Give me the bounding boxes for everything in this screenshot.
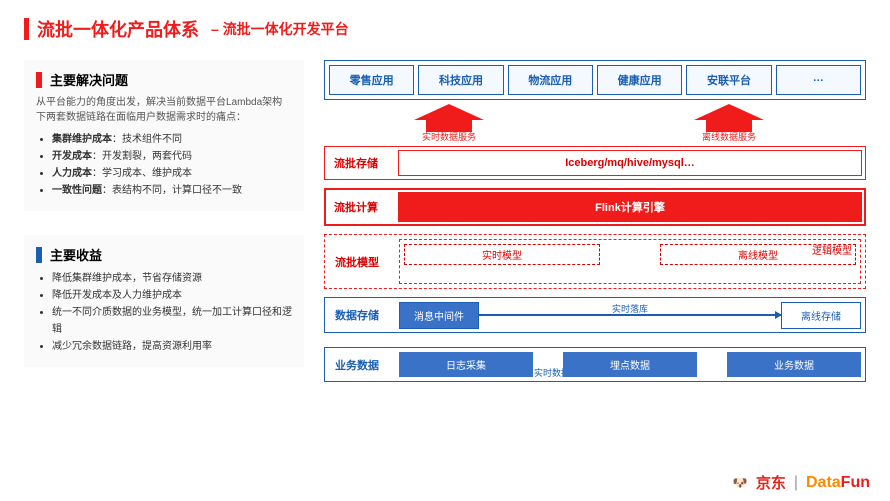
- layer-data-label: 数据存储: [329, 302, 399, 328]
- benefit-list: 降低集群维护成本，节省存储资源 降低开发成本及人力维护成本 统一不同介质数据的业…: [36, 270, 292, 355]
- layer-calc: 流批计算 Flink计算引擎: [324, 188, 866, 226]
- problem-list: 集群维护成本：技术组件不同 开发成本：开发割裂，两套代码 人力成本：学习成本、维…: [36, 131, 292, 199]
- service-arrows: 实时数据服务 离线数据服务: [324, 100, 866, 146]
- problem-accent: [36, 72, 42, 88]
- app-box: 零售应用: [329, 65, 414, 95]
- benefit-item: 降低集群维护成本，节省存储资源: [52, 270, 292, 287]
- realtime-sink-arrow-icon: [479, 314, 781, 316]
- layer-model-label: 流批模型: [329, 239, 399, 284]
- layer-biz-label: 业务数据: [329, 352, 399, 377]
- benefit-title: 主要收益: [50, 245, 102, 264]
- jd-logo-text: 京东: [756, 472, 786, 493]
- layer-model: 流批模型 逻辑模型 实时模型 离线模型: [324, 234, 866, 289]
- app-box: …: [776, 65, 861, 95]
- problem-item: 开发成本：开发割裂，两套代码: [52, 148, 292, 165]
- page-title-row: 流批一体化产品体系 – 流批一体化开发平台: [24, 16, 866, 42]
- biz-box: 埋点数据: [563, 352, 697, 377]
- app-box: 安联平台: [686, 65, 771, 95]
- problem-item: 一致性问题：表结构不同，计算口径不一致: [52, 182, 292, 199]
- benefit-item: 降低开发成本及人力维护成本: [52, 287, 292, 304]
- title-sub-text: 流批一体化开发平台: [223, 21, 349, 37]
- logic-model-label: 逻辑模型: [812, 242, 852, 257]
- layer-biz: 业务数据 日志采集 埋点数据 业务数据: [324, 347, 866, 382]
- offline-arrow-label: 离线数据服务: [702, 130, 756, 143]
- app-layer: 零售应用 科技应用 物流应用 健康应用 安联平台 …: [324, 60, 866, 100]
- app-box: 科技应用: [418, 65, 503, 95]
- problem-item: 人力成本：学习成本、维护成本: [52, 165, 292, 182]
- problem-item: 集群维护成本：技术组件不同: [52, 131, 292, 148]
- biz-box: 业务数据: [727, 352, 861, 377]
- title-sub: – 流批一体化开发平台: [211, 19, 349, 39]
- realtime-arrow-icon: [414, 104, 484, 132]
- title-main: 流批一体化产品体系: [37, 16, 199, 42]
- benefit-item: 统一不同介质数据的业务模型，统一加工计算口径和逻辑: [52, 304, 292, 338]
- layer-store: 流批存储 Iceberg/mq/hive/mysql…: [324, 146, 866, 180]
- app-box: 健康应用: [597, 65, 682, 95]
- benefit-item: 减少冗余数据链路，提高资源利用率: [52, 338, 292, 355]
- layer-store-label: 流批存储: [328, 150, 398, 176]
- architecture-diagram: 零售应用 科技应用 物流应用 健康应用 安联平台 … 实时数据服务 离线数据服务…: [324, 60, 866, 390]
- store-content: Iceberg/mq/hive/mysql…: [398, 150, 862, 176]
- app-box: 物流应用: [508, 65, 593, 95]
- offline-arrow-icon: [694, 104, 764, 132]
- benefit-accent: [36, 247, 42, 263]
- title-sep: –: [211, 21, 223, 37]
- problem-title: 主要解决问题: [50, 70, 128, 89]
- biz-box: 日志采集: [399, 352, 533, 377]
- layer-calc-label: 流批计算: [328, 192, 398, 222]
- realtime-arrow-label: 实时数据服务: [422, 130, 476, 143]
- layer-data: 数据存储 消息中间件 实时落库 离线存储: [324, 297, 866, 333]
- benefit-card: 主要收益 降低集群维护成本，节省存储资源 降低开发成本及人力维护成本 统一不同介…: [24, 235, 304, 367]
- problem-desc: 从平台能力的角度出发，解决当前数据平台Lambda架构下两套数据链路在面临用户数…: [36, 95, 292, 125]
- left-column: 主要解决问题 从平台能力的角度出发，解决当前数据平台Lambda架构下两套数据链…: [24, 60, 304, 390]
- realtime-model-box: 实时模型: [404, 244, 600, 265]
- message-middleware-box: 消息中间件: [399, 302, 479, 329]
- calc-content: Flink计算引擎: [398, 192, 862, 222]
- footer-separator: |: [794, 474, 798, 492]
- jd-dog-icon: 🐶: [733, 476, 748, 490]
- problem-card: 主要解决问题 从平台能力的角度出发，解决当前数据平台Lambda架构下两套数据链…: [24, 60, 304, 211]
- offline-storage-box: 离线存储: [781, 302, 861, 329]
- title-accent-bar: [24, 18, 29, 40]
